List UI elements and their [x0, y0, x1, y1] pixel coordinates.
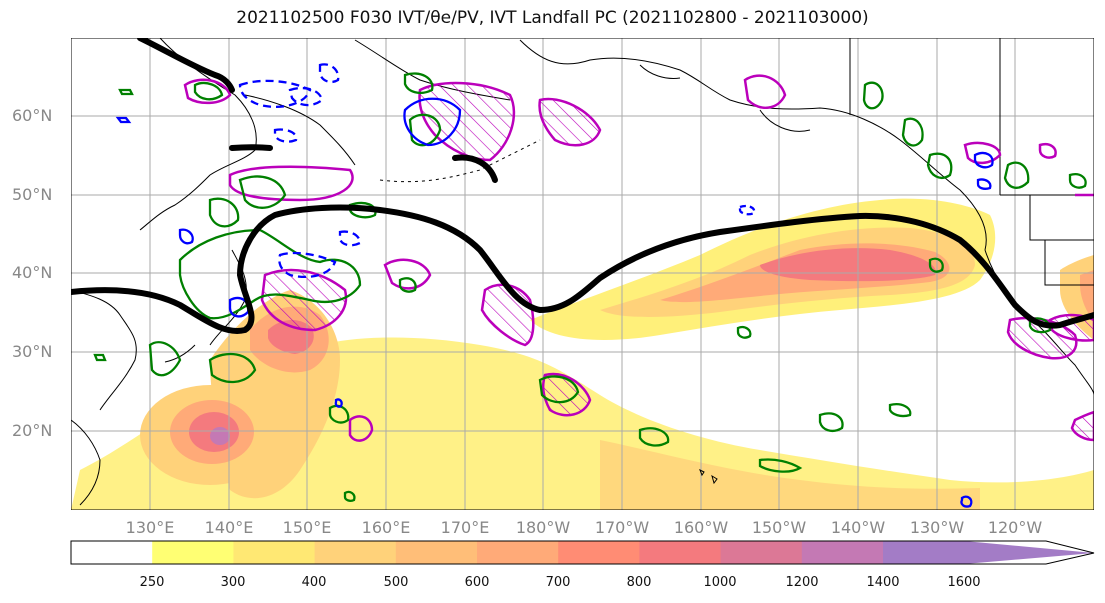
colorbar-label-800: 800: [626, 575, 652, 590]
lon-label-150w: 150°W: [751, 518, 807, 537]
colorbar-label-1400: 1400: [866, 575, 900, 590]
lon-label-180w: 180°W: [515, 518, 571, 537]
theta-e-contours: [71, 38, 1094, 334]
colorbar-label-400: 400: [301, 575, 327, 590]
lon-label-140e: 140°E: [204, 518, 254, 537]
lon-label-150e: 150°E: [282, 518, 332, 537]
lat-label-60n: 60°N: [12, 106, 53, 125]
lon-label-120w: 120°W: [987, 518, 1043, 537]
colorbar-label-700: 700: [545, 575, 571, 590]
colorbar-label-1200: 1200: [785, 575, 819, 590]
lat-label-30n: 30°N: [12, 342, 53, 361]
lat-label-20n: 20°N: [12, 421, 53, 440]
colorbar-label-600: 600: [464, 575, 490, 590]
lon-label-170w: 170°W: [594, 518, 650, 537]
lat-label-50n: 50°N: [12, 185, 53, 204]
lat-label-40n: 40°N: [12, 263, 53, 282]
colorbar-label-1000: 1000: [703, 575, 737, 590]
lon-label-160e: 160°E: [361, 518, 411, 537]
lon-label-130w: 130°W: [909, 518, 965, 537]
lon-label-160w: 160°W: [673, 518, 729, 537]
colorbar-label-1600: 1600: [947, 575, 981, 590]
coastlines: [71, 38, 1094, 506]
colorbar-label-500: 500: [383, 575, 409, 590]
lon-label-170e: 170°E: [440, 518, 490, 537]
colorbar-label-300: 300: [220, 575, 246, 590]
lon-label-130e: 130°E: [125, 518, 175, 537]
lon-label-140w: 140°W: [830, 518, 886, 537]
map-title: 2021102500 F030 IVT/θe/PV, IVT Landfall …: [236, 8, 869, 28]
colorbar-label-250: 250: [139, 575, 165, 590]
